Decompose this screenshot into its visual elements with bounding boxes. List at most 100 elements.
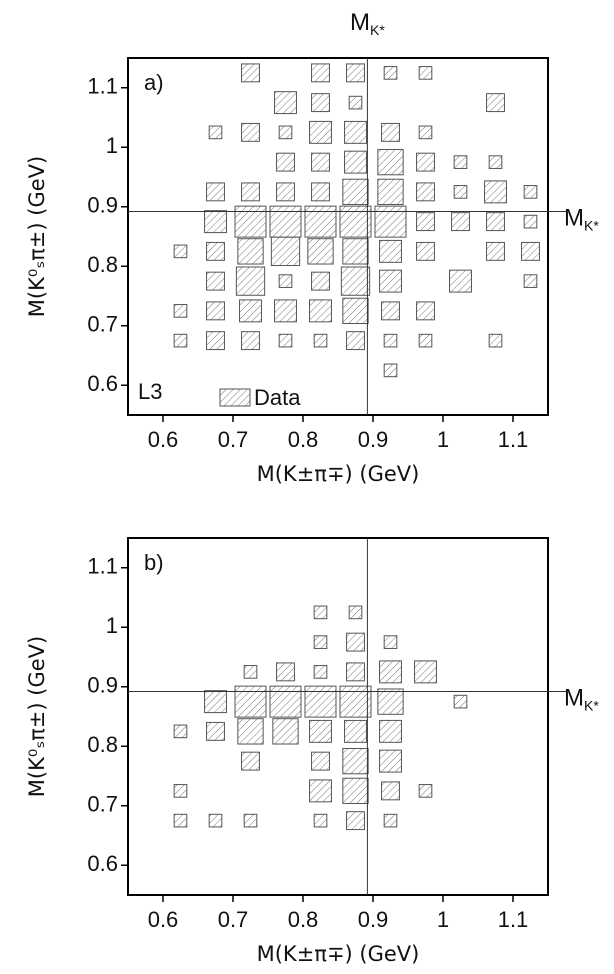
x-axis-label: M(K±π∓) (GeV) <box>257 942 420 966</box>
bin-box <box>374 205 407 238</box>
bin-box <box>241 122 260 142</box>
bin-box <box>276 182 295 202</box>
bin-box <box>523 274 538 288</box>
bin-box <box>381 122 400 142</box>
bin-box <box>206 331 225 351</box>
bin-box <box>342 747 369 775</box>
bin-box <box>523 214 538 229</box>
bin-box <box>383 333 398 348</box>
x-tick-label: 0.6 <box>148 427 179 452</box>
bin-box <box>204 210 227 234</box>
bin-box <box>304 685 337 718</box>
bin-box <box>243 813 258 828</box>
bin-box <box>418 125 433 140</box>
bin-box <box>241 331 260 351</box>
x-tick-label: 0.8 <box>288 427 319 452</box>
bin-box <box>342 777 369 805</box>
bin-box <box>418 333 433 348</box>
bin-box <box>173 813 188 828</box>
bin-box <box>173 304 188 318</box>
bin-box <box>276 152 295 172</box>
bin-box <box>313 813 328 828</box>
bin-box <box>344 150 367 174</box>
bin-box <box>416 212 435 232</box>
x-tick-label: 1.1 <box>498 907 529 932</box>
bin-box <box>346 811 365 831</box>
bin-box <box>313 635 328 649</box>
bin-box <box>344 719 367 743</box>
reference-label-sub: K* <box>584 697 599 713</box>
bin-box <box>377 688 404 715</box>
bin-box <box>486 212 505 232</box>
x-tick-label: 1.1 <box>498 427 529 452</box>
bin-box <box>274 299 297 323</box>
bin-box <box>381 301 400 321</box>
x-tick-label: 0.7 <box>218 427 249 452</box>
bin-box <box>309 120 332 144</box>
bin-box <box>309 779 332 803</box>
bin-box <box>342 238 369 265</box>
legend-swatch <box>219 388 251 407</box>
bin-box <box>269 685 302 718</box>
legend-label: Data <box>254 385 301 410</box>
bin-box <box>523 185 538 199</box>
reference-label: MK* <box>564 205 599 233</box>
bin-box <box>346 662 365 682</box>
bin-box <box>416 152 435 172</box>
y-tick-label: 0.7 <box>87 792 118 817</box>
reference-label: MK* <box>564 685 599 713</box>
bin-box <box>414 660 437 684</box>
bin-box <box>346 331 365 351</box>
reference-label: MK* <box>350 9 385 37</box>
panel-label: a) <box>144 70 164 95</box>
bin-box <box>311 63 330 83</box>
bin-box <box>269 205 302 238</box>
bin-box <box>416 182 435 202</box>
bin-box <box>340 266 371 296</box>
reference-label-sub: K* <box>584 217 599 233</box>
bin-box <box>348 95 363 110</box>
bin-box <box>418 66 433 80</box>
bin-box <box>234 685 267 718</box>
x-tick-label: 0.9 <box>358 427 389 452</box>
bin-box <box>274 91 297 115</box>
reference-label-main: M <box>564 685 584 712</box>
bin-box <box>486 241 505 261</box>
bin-box <box>453 155 468 169</box>
bin-box <box>521 241 540 261</box>
bin-box <box>204 690 227 714</box>
bin-box <box>339 685 372 718</box>
bin-box <box>451 212 470 232</box>
x-tick-label: 0.6 <box>148 907 179 932</box>
x-tick-label: 0.9 <box>358 907 389 932</box>
bin-box <box>416 301 435 321</box>
y-tick-label: 1 <box>106 133 118 158</box>
x-tick-label: 0.8 <box>288 907 319 932</box>
bin-box <box>237 238 264 265</box>
bin-box <box>173 724 188 739</box>
y-tick-label: 0.7 <box>87 312 118 337</box>
bin-box <box>309 299 332 323</box>
bin-box <box>311 271 330 291</box>
y-tick-label: 0.8 <box>87 732 118 757</box>
bin-box <box>449 269 472 293</box>
bin-box <box>311 152 330 172</box>
bin-box <box>208 813 223 828</box>
reference-label-main: M <box>350 9 370 36</box>
bin-box <box>235 266 266 296</box>
y-axis-label: M(K⁰ₛπ±) (GeV) <box>25 156 49 317</box>
bin-box <box>307 238 334 265</box>
bin-box <box>453 694 468 709</box>
experiment-label: L3 <box>138 379 162 404</box>
bin-box <box>484 180 507 204</box>
bin-box <box>383 363 398 378</box>
bin-box <box>311 93 330 113</box>
x-tick-label: 0.7 <box>218 907 249 932</box>
bin-box <box>278 125 293 140</box>
bin-box <box>488 155 503 169</box>
bin-box <box>304 205 337 238</box>
bin-box <box>206 271 225 291</box>
bin-box <box>311 751 330 771</box>
